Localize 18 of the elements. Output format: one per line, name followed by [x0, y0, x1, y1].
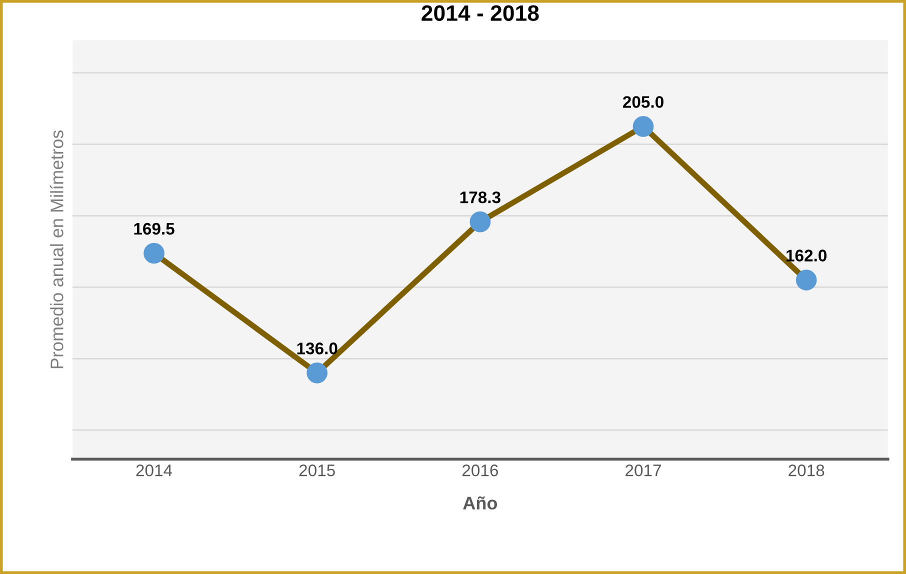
chart-title: 2014 - 2018: [422, 5, 539, 21]
x-tick-label: 2015: [299, 464, 335, 476]
data-label: 136.0: [297, 342, 338, 354]
x-tick-label: 2018: [788, 464, 824, 476]
x-tick-label: 2014: [136, 464, 172, 476]
point: [470, 211, 491, 232]
data-label: 169.5: [134, 222, 174, 235]
x-tick-label: 2017: [626, 464, 661, 476]
point: [144, 242, 164, 264]
data-label: 205.0: [622, 96, 664, 108]
point: [306, 362, 328, 384]
x-axis-title: Año: [463, 496, 498, 510]
y-axis-title: Promedio anual en Milímetros: [50, 130, 64, 368]
point: [632, 116, 654, 137]
data-label: 178.3: [460, 191, 500, 204]
point: [796, 270, 817, 290]
x-tick-label: 2016: [462, 464, 498, 476]
data-label: 162.0: [786, 250, 827, 262]
